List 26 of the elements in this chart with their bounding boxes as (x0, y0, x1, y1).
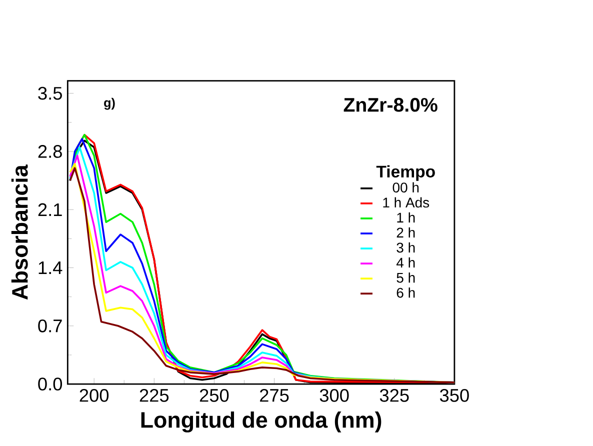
legend-label: 1 h (397, 212, 415, 223)
x-tick-label: 200 (80, 389, 109, 402)
legend-label: 6 h (396, 288, 415, 298)
y-tick-label: 1.4 (38, 262, 62, 274)
x-axis-title: Longitud de onda (nm) (141, 412, 382, 433)
legend-label: 5 h (396, 272, 415, 283)
y-tick-label: 0.7 (38, 320, 62, 332)
x-tick-label: 325 (380, 389, 409, 402)
annotation: g) (104, 98, 115, 110)
x-tick-label: 275 (260, 389, 289, 402)
x-tick-label: 225 (140, 389, 169, 402)
x-tick-label: 250 (200, 389, 229, 402)
legend-title: Tiempo (376, 165, 435, 181)
legend-label: 3 h (396, 242, 415, 253)
legend-label: 2 h (396, 227, 415, 238)
y-tick-label: 2.8 (38, 145, 62, 158)
y-axis-title: Absorbancia (11, 164, 28, 300)
text: ZnZr-8.0% (344, 98, 438, 112)
legend-label: 4 h (396, 258, 415, 268)
y-tick-label: 0.0 (38, 378, 62, 391)
legend-label: 1 h Ads (383, 197, 430, 208)
legend-label: 00 h (392, 182, 419, 193)
y-tick-label: 3.5 (38, 86, 62, 100)
y-tick-label: 2.1 (38, 203, 62, 216)
x-tick-label: 350 (440, 389, 469, 402)
x-tick-label: 300 (320, 389, 349, 402)
